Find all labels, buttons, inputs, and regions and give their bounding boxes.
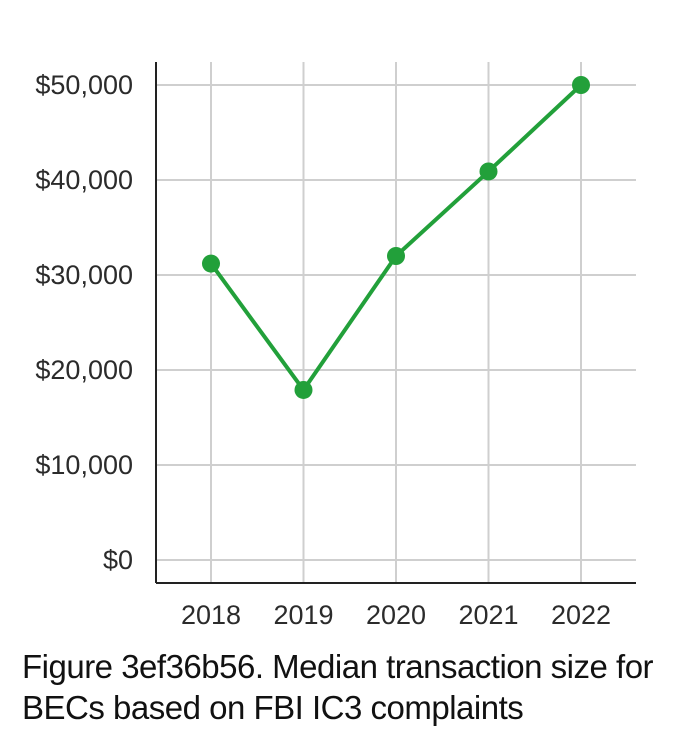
x-tick-label: 2021: [458, 600, 518, 630]
x-axis-tick-labels: 2018 2019 2020 2021 2022: [181, 600, 611, 630]
data-point: [572, 76, 590, 94]
x-tick-label: 2022: [551, 600, 611, 630]
y-tick-label: $20,000: [35, 355, 133, 385]
x-tick-label: 2018: [181, 600, 241, 630]
line-chart: $0 $10,000 $20,000 $30,000 $40,000 $50,000 20…: [35, 62, 636, 630]
y-tick-label: $10,000: [35, 450, 133, 480]
y-tick-label: $40,000: [35, 165, 133, 195]
grid: [156, 62, 636, 583]
data-point: [479, 162, 498, 181]
axes: [155, 62, 636, 584]
series: [202, 76, 590, 399]
y-tick-label: $30,000: [35, 260, 133, 290]
y-tick-label: $50,000: [35, 70, 133, 100]
x-tick-label: 2020: [366, 600, 426, 630]
y-axis-tick-labels: $0 $10,000 $20,000 $30,000 $40,000 $50,000: [35, 70, 133, 575]
x-tick-label: 2019: [273, 600, 333, 630]
data-point: [202, 254, 220, 273]
figure-caption: Figure 3ef36b56. Median transaction size…: [22, 648, 654, 726]
y-tick-label: $0: [103, 545, 133, 575]
data-point: [387, 247, 405, 265]
data-point: [294, 380, 313, 399]
